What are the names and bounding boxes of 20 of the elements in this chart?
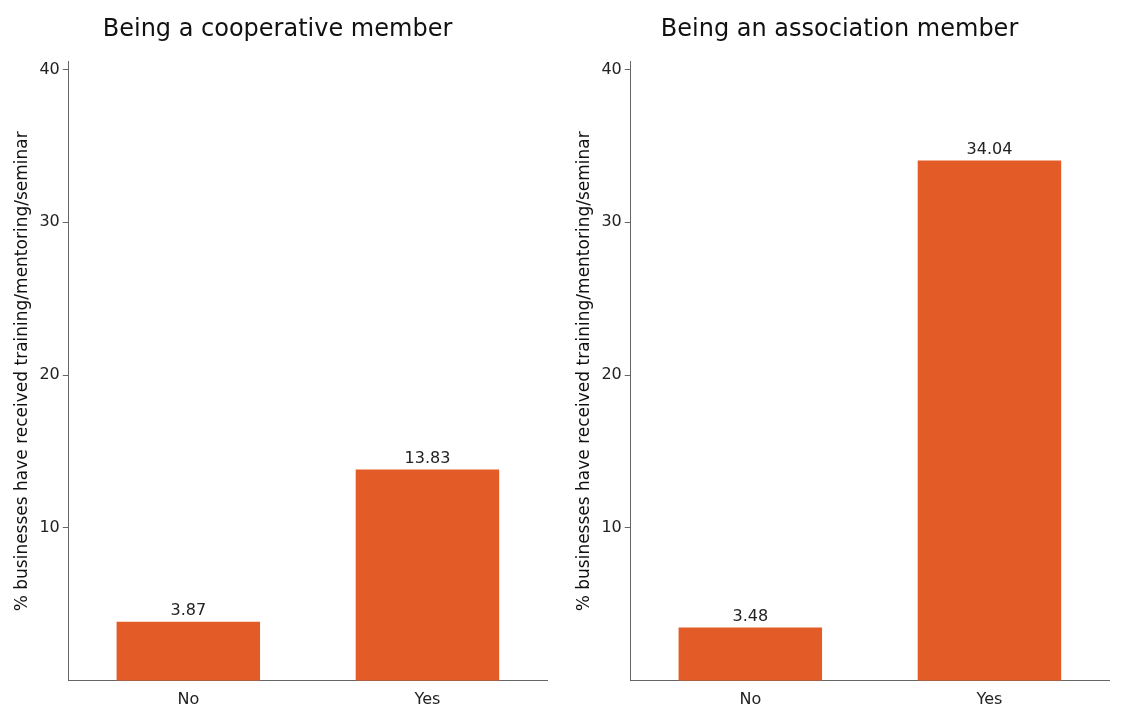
chart-title: Being a cooperative member <box>102 13 453 42</box>
data-label: 3.87 <box>170 599 207 619</box>
y-tick-label: 10 <box>601 517 622 537</box>
chart-title: Being an association member <box>660 13 1019 42</box>
x-tick-label: Yes <box>413 688 441 708</box>
y-tick-label: 10 <box>39 517 60 537</box>
y-axis-title: % businesses have received training/mentoring/seminar <box>10 131 31 612</box>
y-tick-label: 30 <box>601 211 622 231</box>
x-tick-label: No <box>739 688 762 708</box>
data-label: 34.04 <box>966 138 1013 158</box>
data-label: 3.48 <box>732 605 769 625</box>
x-tick-label: No <box>177 688 200 708</box>
data-label: 13.83 <box>404 447 451 467</box>
x-tick-label: Yes <box>975 688 1003 708</box>
y-tick-label: 30 <box>39 211 60 231</box>
y-tick-label: 20 <box>39 364 60 384</box>
y-axis-title: % businesses have received training/mentoring/seminar <box>572 131 593 612</box>
y-tick-label: 20 <box>601 364 622 384</box>
y-tick-label: 40 <box>39 58 60 78</box>
y-tick-label: 40 <box>601 58 622 78</box>
